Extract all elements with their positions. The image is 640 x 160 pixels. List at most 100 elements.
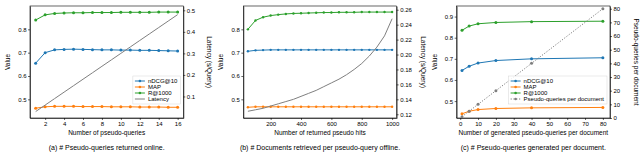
- tick-mark: [362, 118, 363, 120]
- series-marker: [269, 49, 271, 51]
- tick-label: 0.20: [400, 52, 412, 58]
- series-marker: [176, 106, 179, 109]
- x-axis-tick: 12: [137, 118, 144, 127]
- tick-mark: [183, 75, 185, 76]
- y-axis-tick: 0.5: [231, 97, 243, 103]
- y2-axis-title: Pseudo-queries per document: [632, 18, 640, 105]
- series-marker: [53, 12, 56, 15]
- y2-axis-title: Latency (s/Query): [419, 36, 427, 88]
- tick-label: 0: [459, 121, 463, 127]
- tick-mark: [83, 118, 84, 120]
- y-axis-tick: 0.8: [18, 27, 30, 33]
- y2-axis-tick: 0.16: [397, 82, 413, 88]
- series-marker: [100, 105, 103, 108]
- tick-label: 0.5: [187, 8, 196, 14]
- tick-label: 2: [44, 121, 48, 127]
- x-axis-tick: 14: [156, 118, 163, 127]
- series-line: [36, 49, 178, 63]
- tick-label: 12: [137, 121, 144, 127]
- y2-axis: 0.120.140.160.180.200.220.240.26: [397, 7, 413, 119]
- series-marker: [530, 57, 533, 60]
- tick-label: 50: [614, 47, 621, 53]
- legend: nDCG@10MAPR@1000Pseudo-queries per docum…: [509, 76, 607, 104]
- tick-mark: [610, 77, 612, 78]
- series-marker: [157, 106, 160, 109]
- tick-label: 0.18: [400, 67, 412, 73]
- x-axis-tick: 20: [493, 118, 500, 127]
- x-axis-tick: 16: [175, 118, 182, 127]
- x-axis-tick: 50: [547, 118, 554, 127]
- plot-frame: [457, 6, 610, 118]
- series-marker: [72, 11, 75, 14]
- tick-label: 0: [614, 115, 618, 121]
- panel: 20040060080010000.50.60.70.80.120.140.16…: [217, 6, 426, 152]
- tick-label: 30: [614, 74, 621, 80]
- x-axis-tick: 10: [475, 118, 482, 127]
- series-marker: [361, 49, 363, 51]
- legend-swatch: [135, 93, 145, 94]
- series-marker: [292, 49, 294, 51]
- series-marker: [176, 11, 179, 14]
- tick-mark: [64, 118, 65, 120]
- y2-axis-tick: 80: [610, 6, 621, 12]
- tick-label: 0.8: [445, 35, 454, 41]
- series-marker: [285, 49, 287, 51]
- series-marker: [300, 106, 302, 108]
- series-marker: [376, 106, 378, 108]
- x-axis-tick: 10: [118, 118, 125, 127]
- tick-mark: [610, 104, 612, 105]
- tick-label: 14: [156, 121, 163, 127]
- series-marker: [148, 49, 151, 52]
- series-marker: [63, 12, 66, 15]
- tick-label: 20: [614, 88, 621, 94]
- series-marker: [468, 65, 471, 68]
- tick-label: 8: [101, 121, 105, 127]
- series-marker: [82, 105, 85, 108]
- series-marker: [157, 11, 160, 14]
- x-axis-tick: 0: [459, 118, 463, 127]
- caption: (c) # Pseudo-queries generated per docum…: [461, 144, 606, 152]
- tick-mark: [610, 36, 612, 37]
- tick-label: 0.2: [187, 72, 196, 78]
- y-axis: 0.50.60.70.80.9: [445, 7, 457, 119]
- series-marker: [167, 49, 170, 52]
- series-line: [36, 12, 178, 20]
- y2-axis-tick: 60: [610, 33, 621, 39]
- caption: (a) # Pseudo-queries returned online.: [49, 144, 165, 152]
- series-marker: [461, 29, 464, 32]
- tick-mark: [532, 118, 533, 120]
- y-axis-tick: 0.9: [445, 14, 457, 20]
- tick-label: 60: [614, 33, 621, 39]
- x-axis-tick: 800: [357, 118, 368, 127]
- series-marker: [353, 49, 355, 51]
- series-marker: [247, 50, 249, 52]
- tick-mark: [397, 55, 399, 56]
- series-marker: [110, 11, 113, 14]
- tick-mark: [610, 91, 612, 92]
- tick-label: 70: [614, 20, 621, 26]
- tick-label: 200: [266, 121, 277, 127]
- x-axis-tick: 8: [101, 118, 105, 127]
- tick-mark: [455, 80, 457, 81]
- tick-mark: [549, 118, 550, 120]
- y-axis-line: [457, 7, 458, 119]
- tick-mark: [455, 38, 457, 39]
- tick-mark: [397, 114, 399, 115]
- series-marker: [91, 48, 94, 51]
- series-marker: [285, 13, 287, 15]
- y2-axis: 0.10.20.30.40.5: [183, 7, 196, 119]
- legend-marker: [139, 86, 142, 89]
- tick-label: 50: [547, 121, 554, 127]
- tick-mark: [603, 118, 604, 120]
- tick-mark: [397, 84, 399, 85]
- tick-label: 10: [614, 102, 621, 108]
- y-axis-line: [243, 7, 244, 119]
- tick-mark: [28, 99, 30, 100]
- y2-axis-tick: 0.1: [183, 94, 196, 100]
- y2-axis-tick: 0.18: [397, 67, 413, 73]
- tick-mark: [397, 10, 399, 11]
- y2-axis-tick: 70: [610, 20, 621, 26]
- legend-swatch: [135, 87, 145, 88]
- series-marker: [601, 20, 604, 23]
- series-marker: [148, 11, 151, 14]
